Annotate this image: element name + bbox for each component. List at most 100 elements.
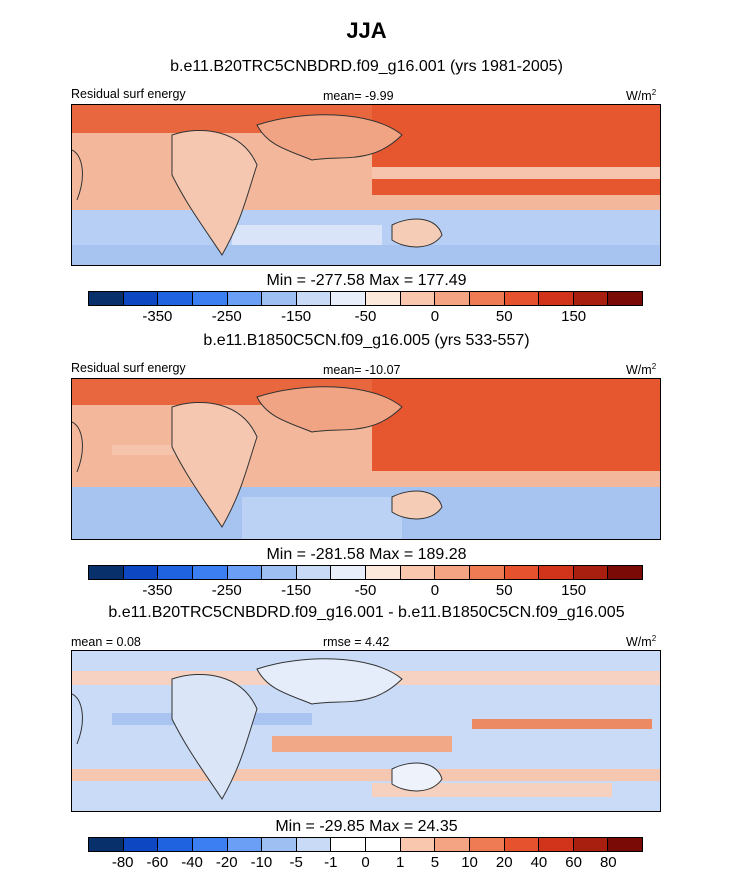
colorbar-tick-label: 5: [430, 854, 440, 871]
colorbar-tick-label: 50: [495, 582, 513, 599]
colorbar-tick-label: 150: [561, 308, 587, 325]
colorbar-swatch: [89, 292, 124, 305]
panel-2-units: W/m2: [626, 362, 657, 378]
colorbar-swatch: [573, 566, 609, 579]
colorbar-swatch: [469, 838, 505, 851]
panel-2-map-svg: [72, 379, 660, 539]
colorbar-tick-label: 10: [461, 854, 478, 871]
panel-1-title: b.e11.B20TRC5CNBDRD.f09_g16.001 (yrs 198…: [170, 58, 563, 75]
colorbar-tick-label: -20: [215, 854, 238, 871]
colorbar-swatch: [158, 292, 193, 305]
figure-title: JJA: [346, 18, 387, 43]
colorbar-swatch: [366, 566, 401, 579]
colorbar-tick-label: -5: [289, 854, 303, 871]
colorbar-swatch: [435, 838, 470, 851]
colorbar-tick-label: 40: [530, 854, 548, 871]
colorbar-swatch: [123, 566, 159, 579]
colorbar-tick-label: 80: [599, 854, 617, 871]
colorbar-tick-label: 50: [495, 308, 513, 325]
colorbar-tick-label: -60: [146, 854, 169, 871]
colorbar-swatch: [262, 566, 297, 579]
panel-1-mean-label: mean= -9.99: [323, 89, 394, 103]
colorbar-swatch: [435, 292, 470, 305]
panel-2-colorbar: [88, 565, 643, 580]
panel-3-mean-label: mean = 0.08: [71, 635, 141, 649]
colorbar-swatch: [331, 292, 366, 305]
colorbar-tick-label: -350: [142, 582, 173, 599]
colorbar-tick-label: -250: [211, 582, 242, 599]
panel-2-variable-label: Residual surf energy: [71, 361, 186, 375]
colorbar-swatch: [158, 566, 193, 579]
panel-3-colorbar: [88, 837, 643, 852]
colorbar-swatch: [539, 838, 574, 851]
colorbar-tick-label: -1: [324, 854, 338, 871]
colorbar-swatch: [227, 292, 263, 305]
panel-3-map-svg: [72, 651, 660, 811]
colorbar-swatch: [366, 292, 401, 305]
panel-1-map-svg: [72, 105, 660, 265]
colorbar-tick-label: -350: [142, 308, 173, 325]
colorbar-swatch: [296, 292, 332, 305]
colorbar-swatch: [469, 292, 505, 305]
colorbar-swatch: [192, 292, 228, 305]
colorbar-swatch: [331, 838, 366, 851]
colorbar-swatch: [539, 292, 574, 305]
panel-1-colorbar: [88, 291, 643, 306]
panel-2-mean-label: mean= -10.07: [323, 363, 401, 377]
colorbar-swatch: [366, 838, 401, 851]
colorbar-tick-label: -250: [211, 308, 242, 325]
colorbar-swatch: [573, 838, 609, 851]
colorbar-swatch: [89, 566, 124, 579]
panel-3-title: b.e11.B20TRC5CNBDRD.f09_g16.001 - b.e11.…: [108, 604, 625, 621]
colorbar-swatch: [435, 566, 470, 579]
colorbar-swatch: [504, 292, 540, 305]
colorbar-tick-label: 1: [396, 854, 405, 871]
colorbar-swatch: [608, 292, 642, 305]
panel-3-minmax: Min = -29.85 Max = 24.35: [275, 818, 458, 835]
colorbar-swatch: [123, 292, 159, 305]
panel-3-units: W/m2: [626, 634, 657, 650]
colorbar-tick-label: -150: [281, 308, 312, 325]
colorbar-tick-label: -150: [281, 582, 312, 599]
colorbar-swatch: [123, 838, 159, 851]
colorbar-swatch: [227, 566, 263, 579]
colorbar-swatch: [504, 838, 540, 851]
colorbar-swatch: [296, 838, 332, 851]
colorbar-swatch: [296, 566, 332, 579]
colorbar-swatch: [158, 838, 193, 851]
colorbar-tick-label: 0: [430, 582, 440, 599]
colorbar-swatch: [400, 292, 436, 305]
panel-2-minmax: Min = -281.58 Max = 189.28: [266, 546, 467, 563]
colorbar-swatch: [400, 838, 436, 851]
colorbar-swatch: [608, 838, 642, 851]
panel-2-title: b.e11.B1850C5CN.f09_g16.005 (yrs 533-557…: [203, 332, 530, 349]
colorbar-swatch: [227, 838, 263, 851]
panel-1-map: [71, 104, 661, 266]
colorbar-swatch: [262, 292, 297, 305]
colorbar-swatch: [192, 566, 228, 579]
colorbar-swatch: [573, 292, 609, 305]
colorbar-swatch: [608, 566, 642, 579]
panel-1-units: W/m2: [626, 88, 657, 104]
colorbar-tick-label: 0: [361, 854, 370, 871]
panel-1-variable-label: Residual surf energy: [71, 87, 186, 101]
panel-2-map: [71, 378, 661, 540]
colorbar-swatch: [400, 566, 436, 579]
colorbar-tick-label: -40: [181, 854, 203, 871]
colorbar-tick-label: -50: [354, 308, 377, 325]
colorbar-swatch: [89, 838, 124, 851]
colorbar-swatch: [539, 566, 574, 579]
colorbar-tick-label: -50: [354, 582, 377, 599]
panel-3-map: [71, 650, 661, 812]
panel-1-minmax: Min = -277.58 Max = 177.49: [266, 272, 467, 289]
colorbar-swatch: [504, 566, 540, 579]
colorbar-swatch: [262, 838, 297, 851]
colorbar-swatch: [192, 838, 228, 851]
colorbar-tick-label: 60: [565, 854, 582, 871]
colorbar-swatch: [469, 566, 505, 579]
colorbar-tick-label: 0: [430, 308, 440, 325]
colorbar-tick-label: -80: [111, 854, 134, 871]
colorbar-swatch: [331, 566, 366, 579]
colorbar-tick-label: -10: [250, 854, 273, 871]
colorbar-tick-label: 20: [495, 854, 513, 871]
